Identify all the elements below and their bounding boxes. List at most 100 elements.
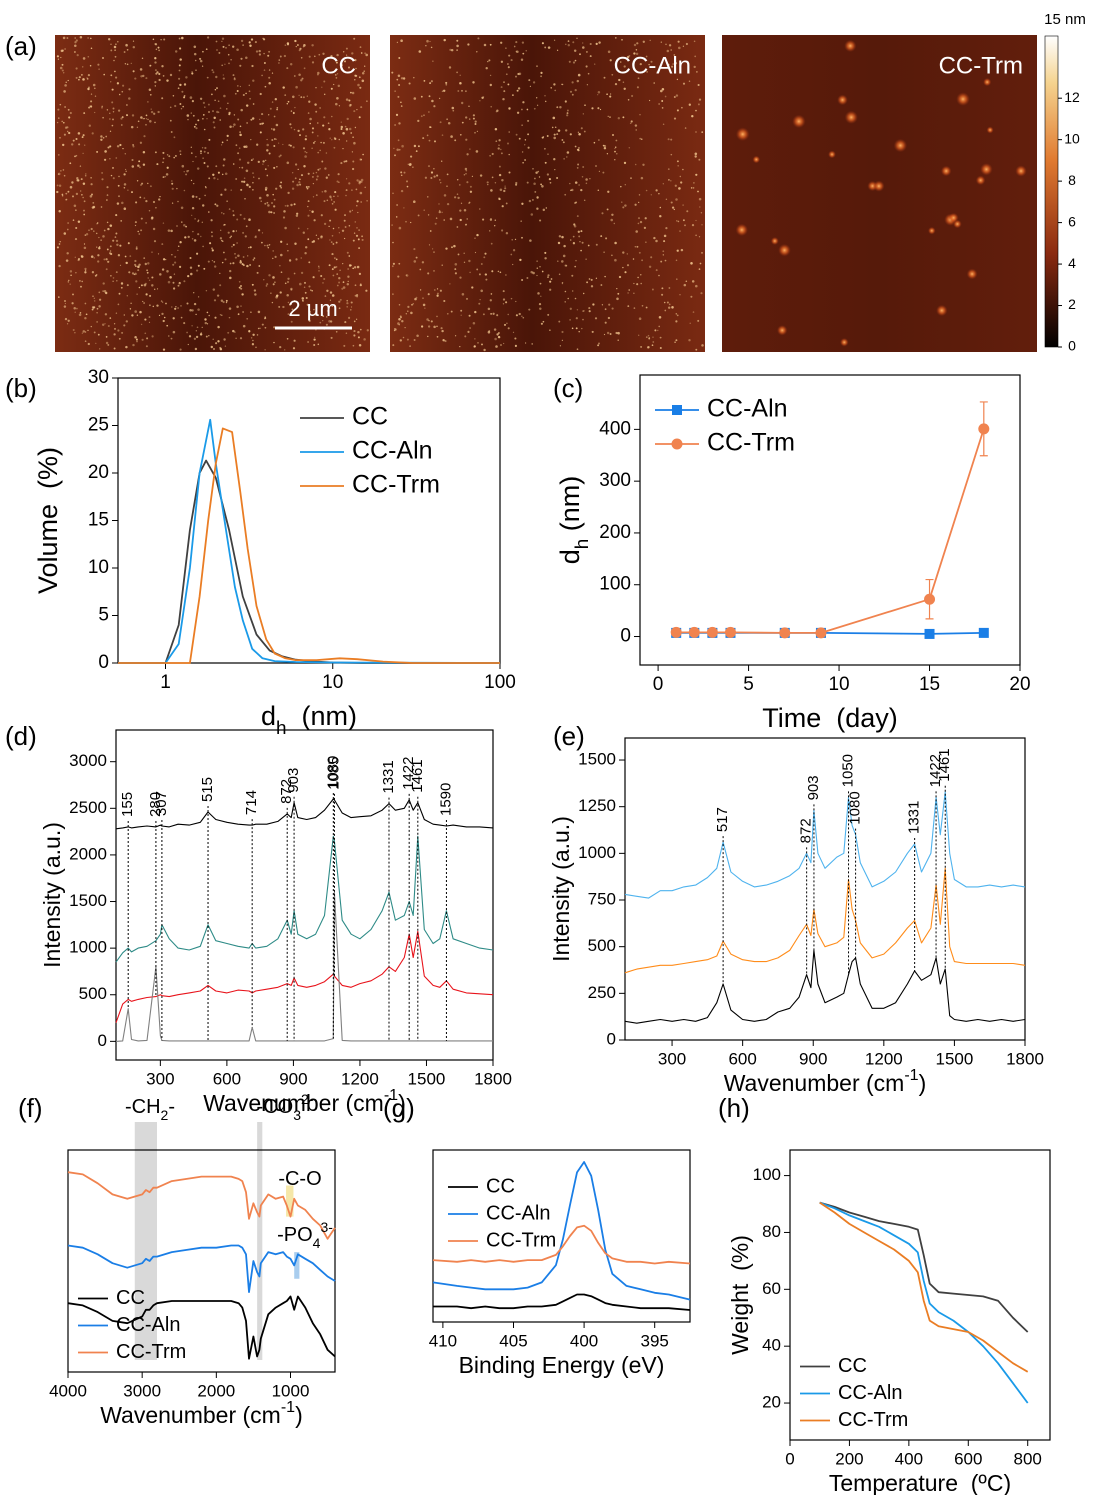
afm-particle [635,230,638,233]
y-tick-label: 5 [98,605,109,626]
afm-particle [75,226,78,230]
afm-particle [430,80,433,83]
afm-particle [342,281,345,283]
afm-particle [490,189,493,192]
afm-particle [106,194,109,196]
afm-particle [81,280,84,283]
afm-particle [293,299,296,302]
x-tick-label: 600 [213,1069,241,1088]
afm-particle [239,85,242,88]
afm-particle [131,272,135,275]
afm-particle [595,277,598,279]
afm-particle [151,284,154,287]
afm-particle [92,307,95,310]
afm-particle [236,305,239,309]
afm-particle [586,84,589,86]
afm-particle [228,44,230,47]
afm-particle [577,163,580,166]
afm-particle [217,111,220,114]
afm-particle [252,259,255,261]
afm-particle [150,217,154,220]
afm-particle [185,173,188,176]
afm-particle [359,328,362,331]
marker [815,627,827,639]
peak-label: 1422 [927,754,944,787]
afm-particle [238,166,241,169]
afm-particle [615,331,618,335]
afm-particle [522,316,525,319]
afm-particle [223,213,225,215]
afm-particle [676,78,679,81]
afm-particle [330,87,333,90]
afm-particle [225,47,227,49]
afm-particle [63,305,67,308]
afm-particle [252,158,254,160]
afm-particle [181,164,185,168]
afm-particle [179,47,182,50]
afm-particle [353,232,356,234]
afm-particle [284,205,287,207]
afm-particle [173,156,175,159]
afm-particle [318,267,320,269]
afm-particle [115,214,118,217]
afm-particle [229,276,232,280]
afm-particle [195,195,198,198]
afm-particle [140,217,143,220]
afm-particle [237,254,240,257]
legend-label: CC-Trm [838,1409,908,1431]
afm-particle [537,170,540,173]
afm-particle [271,128,273,130]
peak-label: 1461 [409,759,426,792]
afm-particle [76,178,79,182]
afm-particle [564,100,567,103]
afm-particle [365,289,368,292]
afm-particle [469,327,471,329]
afm-particle [261,241,263,244]
afm-particle [639,113,641,116]
afm-particle [670,138,673,141]
afm-particle [114,327,116,330]
afm-particle [441,264,443,266]
afm-particle [115,157,118,159]
afm-particle [777,325,788,336]
legend-label: CC-Trm [707,429,795,457]
afm-particle [344,60,346,63]
afm-particle [329,239,331,241]
afm-particle [453,196,457,199]
afm-particle [102,136,105,139]
afm-particle [233,123,236,126]
afm-particle [633,307,636,309]
afm-particle [88,124,91,127]
afm-particle [659,214,662,218]
afm-particle [61,69,64,72]
afm-particle [109,224,113,227]
annotation: -CO32- [257,1091,314,1123]
afm-particle [503,81,505,84]
afm-particle [123,51,126,53]
afm-particle [554,168,556,171]
afm-particle [300,257,302,259]
afm-particle [202,114,205,116]
afm-particle [287,313,290,316]
afm-particle [828,150,836,159]
afm-particle [464,335,467,338]
afm-particle [307,238,310,241]
afm-particle [571,327,574,330]
afm-particle [291,187,295,190]
afm-particle [190,272,193,276]
afm-particle [153,112,156,115]
afm-particle [539,307,542,311]
afm-particle [69,270,73,273]
afm-particle [302,45,305,48]
afm-particle [617,292,620,295]
afm-particle [148,316,151,318]
afm-particle [62,72,65,74]
afm-particle [485,278,488,281]
afm-particle [80,190,82,192]
afm-particle [605,237,608,240]
afm-particle [609,116,611,118]
afm-particle [313,308,315,311]
afm-particle [558,273,561,276]
afm-particle [345,194,347,197]
afm-particle [348,104,352,107]
